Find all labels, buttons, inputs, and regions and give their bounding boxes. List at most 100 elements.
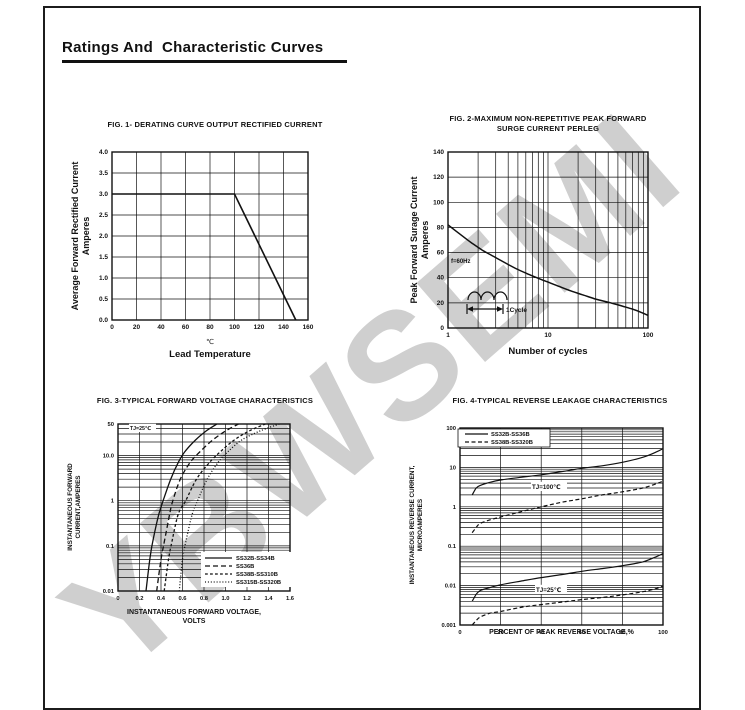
figure-3-title: FIG. 3-TYPICAL FORWARD VOLTAGE CHARACTER… — [96, 396, 314, 405]
svg-text:20: 20 — [497, 630, 503, 636]
x-axis-label: Number of cycles — [508, 346, 588, 357]
y-axis-label-line: Average Forward Rectified Current — [70, 161, 80, 311]
svg-text:0.01: 0.01 — [445, 584, 457, 590]
svg-text:140: 140 — [433, 149, 444, 156]
series-SS32B-SS36B-TJ100 — [471, 448, 664, 496]
svg-text:100: 100 — [433, 199, 444, 206]
x-axis-label: INSTANTANEOUS FORWARD VOLTAGE, VOLTS — [108, 609, 280, 626]
svg-text:1: 1 — [446, 332, 450, 339]
legend-label: SS38B-SS310B — [236, 572, 278, 578]
annotation-text: 1Cycle — [506, 307, 527, 314]
svg-text:3.5: 3.5 — [99, 170, 108, 177]
forward-voltage-chart-canvas: 0 0.2 0.4 0.6 0.8 1.0 1.2 1.4 1.6 50 10.0 1 0.1 0.01 S… — [103, 422, 295, 602]
svg-text:160: 160 — [303, 324, 314, 331]
figure-2-title-line2: SURGE CURRENT PERLEG — [496, 124, 600, 133]
tick-labels: 0 20 40 60 80 100 120 140 160 0.0 0.5 1.0 1.5 2.0 2.5 3… — [99, 149, 314, 331]
y-axis-label: INSTANTANEOUS REVERSE CURRENT, MICROAMPE… — [409, 466, 425, 585]
series-SS38B-SS310B — [163, 423, 266, 592]
series-SS36B — [156, 423, 239, 592]
grid-lines — [459, 427, 664, 626]
svg-text:100: 100 — [658, 630, 668, 636]
svg-text:100: 100 — [229, 324, 240, 331]
svg-text:0.01: 0.01 — [103, 589, 115, 595]
y-axis-label-line: Amperes — [420, 220, 430, 260]
y-axis-label: Average Forward Rectified Current Ampere… — [70, 162, 92, 311]
legend-label: SS315B-SS320B — [236, 580, 281, 586]
svg-text:120: 120 — [254, 324, 265, 331]
svg-text:0: 0 — [458, 630, 461, 636]
svg-text:2.0: 2.0 — [99, 233, 108, 240]
svg-text:0: 0 — [440, 325, 444, 332]
y-axis-label-line: Peak Forward Surage Current — [409, 176, 419, 304]
derating-chart-canvas: 0 20 40 60 80 100 120 140 160 0.0 0.5 1.0 1.5 2.0 2.5 3… — [99, 149, 314, 331]
svg-text:140: 140 — [278, 324, 289, 331]
plot-border — [447, 151, 649, 329]
svg-text:100: 100 — [446, 426, 456, 432]
legend-label: SS36B — [236, 564, 254, 570]
svg-text:1.4: 1.4 — [264, 596, 273, 602]
tick-labels: 0 0.2 0.4 0.6 0.8 1.0 1.2 1.4 1.6 50 10.0 1 0.1 0.01 — [103, 422, 295, 602]
series-surge-current — [447, 224, 649, 317]
y-axis-label-line: INSTANTANEOUS REVERSE CURRENT, — [409, 465, 416, 585]
svg-text:0.2: 0.2 — [135, 596, 143, 602]
svg-text:40: 40 — [437, 275, 445, 282]
y-axis-label-line: CURRENT,AMPERES — [75, 475, 82, 539]
svg-text:2.5: 2.5 — [99, 212, 108, 219]
surge-chart-canvas: 1 10 100 0 20 40 60 80 100 120 140 f=60Hz 1Cycle — [433, 149, 654, 339]
title-underline — [62, 60, 347, 63]
svg-text:0.1: 0.1 — [106, 544, 115, 550]
svg-text:0.6: 0.6 — [178, 596, 187, 602]
legend-label: SS38B-SS320B — [491, 440, 533, 446]
y-axis-label-line: MICROAMPERES — [417, 498, 424, 552]
x-axis-unit: ℃ — [206, 339, 214, 346]
figure-2-title-line1: FIG. 2-MAXIMUM NON-REPETITIVE PEAK FORWA… — [449, 114, 647, 123]
svg-text:0.1: 0.1 — [448, 544, 457, 550]
svg-text:100: 100 — [643, 332, 654, 339]
tick-labels: 1 10 100 0 20 40 60 80 100 120 140 — [433, 149, 654, 339]
svg-text:80: 80 — [619, 630, 625, 636]
svg-text:0.0: 0.0 — [99, 317, 108, 324]
svg-text:1.2: 1.2 — [243, 596, 251, 602]
figure-1-derating-curve: 0 20 40 60 80 100 120 140 160 0.0 0.5 1.0 1.5 2.0 2.5 3… — [55, 112, 375, 377]
svg-text:10.0: 10.0 — [103, 454, 114, 460]
svg-text:1: 1 — [453, 505, 457, 511]
svg-text:80: 80 — [437, 224, 445, 231]
grid-lines — [111, 151, 309, 321]
annotation-background — [531, 481, 567, 491]
svg-text:1.5: 1.5 — [99, 254, 108, 261]
svg-text:10: 10 — [450, 465, 456, 471]
figure-3-forward-voltage: 0 0.2 0.4 0.6 0.8 1.0 1.2 1.4 1.6 50 10.0 1 0.1 0.01 S… — [55, 392, 385, 652]
annotation-background — [129, 423, 156, 432]
svg-text:4.0: 4.0 — [99, 149, 108, 156]
legend-label: SS32B-SS34B — [236, 556, 275, 562]
y-axis-label-line: Amperes — [81, 216, 91, 256]
plot-border — [459, 427, 664, 626]
svg-text:0.5: 0.5 — [99, 296, 108, 303]
annotation-text: TJ=25℃ — [536, 587, 562, 594]
series-derating-curve — [112, 193, 297, 321]
series-SS32B-SS34B — [145, 423, 218, 592]
svg-text:20: 20 — [437, 300, 445, 307]
tick-labels: 0 20 40 60 80 100 100 10 1 0.1 0.01 0.001 — [441, 426, 667, 636]
svg-text:60: 60 — [437, 250, 445, 257]
y-axis-label-line: INSTANTANEOUS FORWARD — [67, 463, 74, 551]
x-axis-label: PERCENT OF PEAK REVERSE VOLTAGE,% — [489, 629, 634, 636]
svg-text:120: 120 — [433, 174, 444, 181]
figure-1-title: FIG. 1- DERATING CURVE OUTPUT RECTIFIED … — [107, 120, 323, 129]
y-axis-label: Peak Forward Surage Current Amperes — [409, 176, 431, 303]
x-axis-label-line: VOLTS — [182, 617, 206, 625]
figure-2-surge-current: 1 10 100 0 20 40 60 80 100 120 140 f=60Hz 1Cycle FIG… — [390, 110, 705, 375]
grid-lines — [447, 151, 649, 329]
annotation-background — [535, 584, 567, 594]
legend-label: SS32B-SS36B — [491, 432, 530, 438]
svg-text:1.0: 1.0 — [221, 596, 229, 602]
svg-text:1.0: 1.0 — [99, 275, 108, 282]
svg-text:50: 50 — [108, 422, 114, 428]
svg-text:60: 60 — [579, 630, 585, 636]
series-SS32B-SS36B-TJ25 — [471, 553, 664, 602]
plot-border — [117, 423, 291, 592]
svg-text:20: 20 — [133, 324, 141, 331]
x-axis-label-line: INSTANTANEOUS FORWARD VOLTAGE, — [127, 609, 261, 616]
svg-text:1.6: 1.6 — [286, 596, 295, 602]
one-cycle-waveform-icon — [466, 291, 508, 314]
